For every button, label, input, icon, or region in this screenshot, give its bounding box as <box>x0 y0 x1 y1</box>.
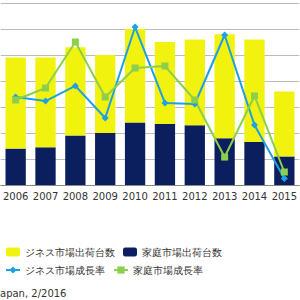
svg-text:apan, 2/2016: apan, 2/2016 <box>0 288 66 299</box>
svg-text:2014: 2014 <box>242 191 267 202</box>
svg-text:2009: 2009 <box>92 191 117 202</box>
svg-text:ジネス市場成長率: ジネス市場成長率 <box>25 265 105 276</box>
svg-text:2010: 2010 <box>122 191 147 202</box>
svg-text:家庭市場成長率: 家庭市場成長率 <box>133 265 203 276</box>
svg-text:2015: 2015 <box>272 191 297 202</box>
svg-text:2008: 2008 <box>63 191 88 202</box>
svg-text:ジネス市場出荷台数: ジネス市場出荷台数 <box>25 247 115 258</box>
svg-text:2011: 2011 <box>152 191 177 202</box>
svg-text:2007: 2007 <box>33 191 58 202</box>
svg-text:家庭市場出荷台数: 家庭市場出荷台数 <box>142 247 222 258</box>
svg-text:2013: 2013 <box>212 191 237 202</box>
svg-text:2012: 2012 <box>182 191 207 202</box>
svg-text:2006: 2006 <box>3 191 28 202</box>
